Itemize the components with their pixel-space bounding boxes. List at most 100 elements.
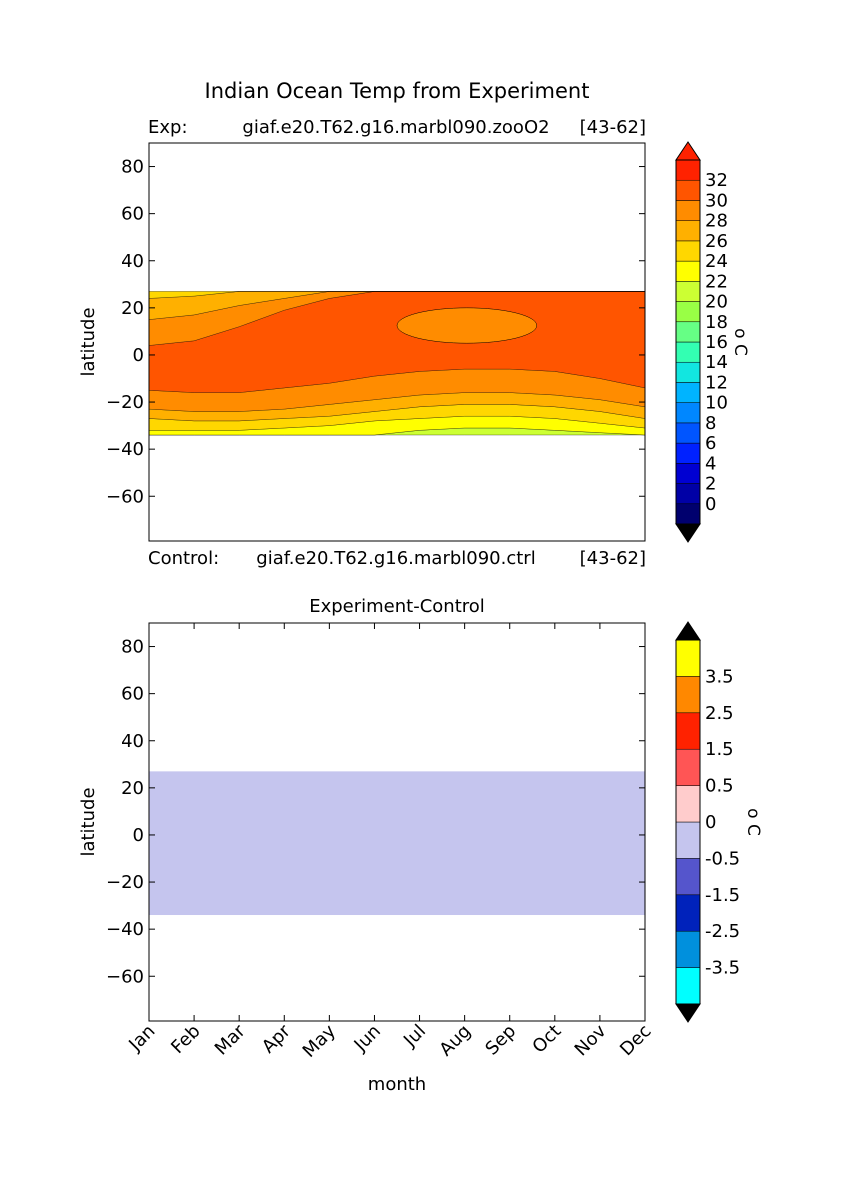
difference-xtick-label: Feb <box>167 1021 204 1058</box>
experiment-ytick-label: 40 <box>121 251 144 272</box>
difference-colorbar-swatch <box>675 785 701 823</box>
difference-colorbar-tick-label: -2.5 <box>705 921 740 942</box>
difference-colorbar-swatch <box>675 821 701 859</box>
experiment-colorbar-tick-label: 24 <box>705 251 728 272</box>
difference-colorbar-frame <box>675 639 701 1005</box>
experiment-colorbar-extend-min <box>675 523 701 543</box>
difference-colorbar-swatch <box>675 712 701 750</box>
difference-colorbar-tick-label: 3.5 <box>705 666 734 687</box>
difference-xtick-label: May <box>299 1020 340 1061</box>
experiment-colorbar-swatch <box>675 402 701 424</box>
experiment-colorbar-swatch <box>675 382 701 403</box>
experiment-colorbar-frame <box>675 159 701 525</box>
difference-colorbar-swatch <box>675 967 701 1005</box>
difference-colorbar-swatch <box>675 894 701 932</box>
experiment-colorbar-tick-label: 6 <box>705 433 716 454</box>
difference-colorbar-extend-max <box>675 621 701 641</box>
difference-xtick-label: Jun <box>350 1021 385 1056</box>
experiment-contour-area <box>149 291 645 436</box>
experiment-colorbar-swatch <box>675 159 701 181</box>
difference-y-ticks: 80 60 40 20 0 −20 −40 −60 <box>106 637 645 987</box>
warm-pool-contour <box>396 307 538 344</box>
experiment-colorbar-swatch <box>675 463 701 484</box>
control-years: [43-62] <box>580 548 646 569</box>
experiment-colorbar-tick-label: 8 <box>705 413 716 434</box>
experiment-ylabel: latitude <box>78 307 99 376</box>
experiment-colorbar-tick-label: 0 <box>705 494 716 515</box>
experiment-colorbar-swatch <box>675 442 701 464</box>
difference-ytick-label: 80 <box>121 637 144 658</box>
difference-colorbar-tick-label: 0.5 <box>705 776 734 797</box>
experiment-panel: Exp: giaf.e20.T62.g16.marbl090.zooO2 [43… <box>78 117 750 569</box>
experiment-y-ticks: 80 60 40 20 0 −20 −40 −60 <box>106 157 645 507</box>
experiment-colorbar-tick-label: 26 <box>705 231 728 252</box>
experiment-colorbar-tick-label: 32 <box>705 170 728 191</box>
difference-ytick-label: −40 <box>106 919 144 940</box>
difference-colorbar-extend-min <box>675 1003 701 1023</box>
difference-colorbar-unit: o C <box>743 808 763 836</box>
experiment-colorbar-swatch <box>675 422 701 444</box>
experiment-colorbar-swatch <box>675 341 701 363</box>
experiment-colorbar-tick-label: 2 <box>705 474 716 495</box>
difference-colorbar-swatch <box>675 676 701 714</box>
experiment-colorbar-swatch <box>675 503 701 525</box>
experiment-colorbar-tick-label: 4 <box>705 453 716 474</box>
experiment-colorbar-tick-label: 12 <box>705 372 728 393</box>
exp-years: [43-62] <box>580 117 646 138</box>
difference-colorbar-tick-label: 0 <box>705 812 716 833</box>
experiment-axes-frame <box>148 142 646 542</box>
difference-ytick-label: 40 <box>121 731 144 752</box>
experiment-colorbar-swatch <box>675 220 701 242</box>
difference-ytick-label: 60 <box>121 684 144 705</box>
difference-xtick-label: Mar <box>211 1020 250 1059</box>
difference-field <box>149 771 645 916</box>
difference-ytick-label: 0 <box>133 825 144 846</box>
difference-contour-area <box>149 771 645 916</box>
difference-ytick-label: −20 <box>106 872 144 893</box>
difference-ytick-label: 20 <box>121 778 144 799</box>
experiment-ytick-label: −60 <box>106 486 144 507</box>
difference-ylabel: latitude <box>78 787 99 856</box>
difference-xtick-label: Jul <box>399 1021 430 1052</box>
experiment-colorbar-swatch <box>675 321 701 343</box>
difference-xtick-label: Jan <box>124 1021 159 1056</box>
experiment-colorbar-tick-label: 30 <box>705 190 728 211</box>
experiment-colorbar-swatch <box>675 200 701 221</box>
difference-xtick-label: Nov <box>571 1020 611 1060</box>
figure-title: Indian Ocean Temp from Experiment <box>205 79 590 103</box>
experiment-colorbar-tick-label: 18 <box>705 312 728 333</box>
difference-colorbar-tick-label: -3.5 <box>705 958 740 979</box>
experiment-colorbar-tick-label: 14 <box>705 352 728 373</box>
experiment-ytick-label: 80 <box>121 157 144 178</box>
difference-colorbar-swatch <box>675 858 701 896</box>
experiment-colorbar-tick-label: 22 <box>705 271 728 292</box>
experiment-colorbar-swatch <box>675 483 701 505</box>
difference-xtick-label: Sep <box>481 1021 520 1060</box>
difference-colorbar-swatch <box>675 930 701 968</box>
control-label: Control: <box>148 548 219 569</box>
exp-case-name: giaf.e20.T62.g16.marbl090.zooO2 <box>242 117 549 138</box>
experiment-colorbar-tick-label: 20 <box>705 292 728 313</box>
experiment-ytick-label: −40 <box>106 439 144 460</box>
experiment-ytick-label: 60 <box>121 204 144 225</box>
experiment-colorbar-swatch <box>675 301 701 323</box>
difference-xtick-label: Apr <box>258 1020 295 1057</box>
difference-colorbar: 3.5 2.5 1.5 0.5 0 -0.5 -1.5 -2.5 -3.5 <box>675 621 740 1023</box>
difference-panel: Experiment-Control 80 60 40 20 0 −20 −40 −60 Ja… <box>78 596 763 1095</box>
control-case-name: giaf.e20.T62.g16.marbl090.ctrl <box>256 548 535 569</box>
difference-colorbar-tick-label: 1.5 <box>705 739 734 760</box>
experiment-colorbar-swatch <box>675 179 701 201</box>
difference-xtick-label: Dec <box>616 1021 655 1060</box>
temperature-band <box>149 291 645 299</box>
exp-label: Exp: <box>148 117 188 138</box>
difference-colorbar-tick-label: -1.5 <box>705 885 740 906</box>
difference-axes-frame <box>148 622 646 1022</box>
experiment-ytick-label: 20 <box>121 298 144 319</box>
difference-title: Experiment-Control <box>309 596 485 617</box>
difference-xlabel: month <box>368 1074 426 1095</box>
difference-colorbar-tick-label: 2.5 <box>705 703 734 724</box>
experiment-colorbar-tick-label: 16 <box>705 332 728 353</box>
experiment-colorbar-swatch <box>675 260 701 282</box>
